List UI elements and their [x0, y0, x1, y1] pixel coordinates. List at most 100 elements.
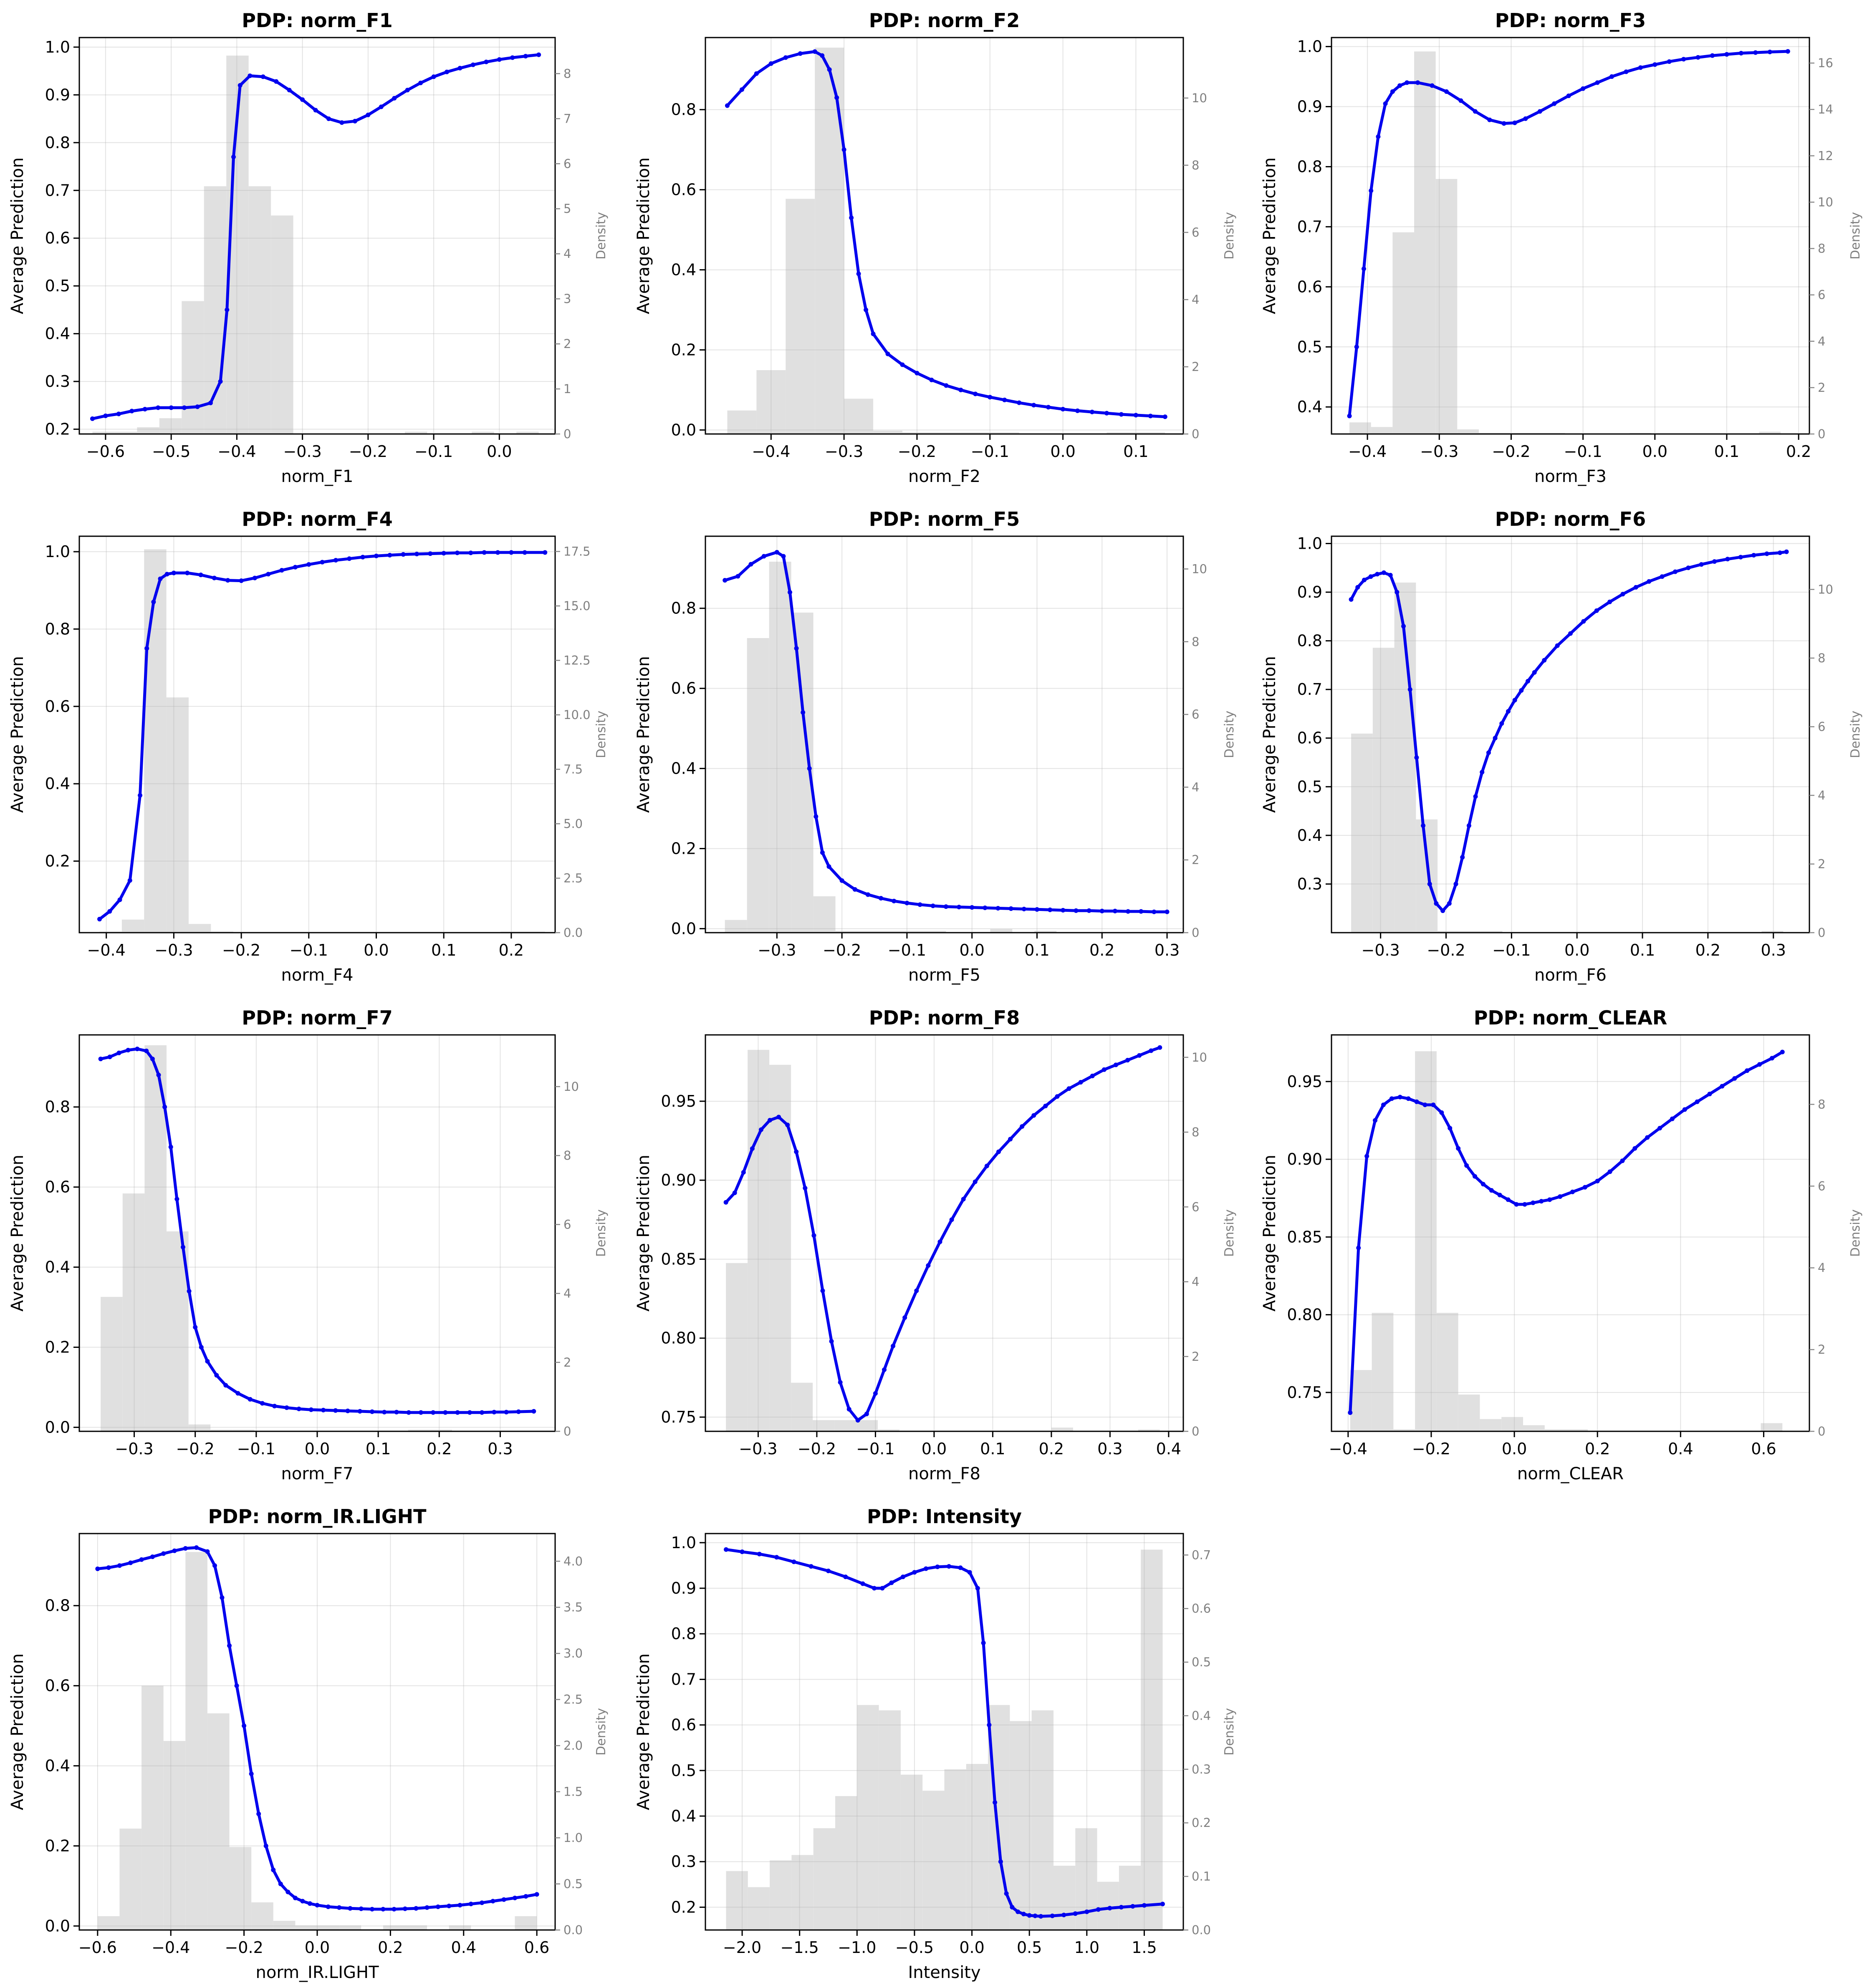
pdp-point [1074, 908, 1079, 913]
pdp-point [260, 1401, 265, 1406]
x-tick-label: −0.2 [898, 442, 936, 461]
pdp-point [1043, 1103, 1048, 1108]
pdp-point [1347, 414, 1352, 419]
pdp-point [285, 1890, 291, 1895]
pdp-point [1162, 414, 1167, 419]
pdp-point [1512, 698, 1517, 703]
x-axis-label: norm_F2 [908, 467, 980, 486]
y-tick-label: 0.8 [45, 620, 70, 638]
pdp-point [900, 362, 905, 367]
pdp-point [1633, 585, 1638, 590]
pdp-point [820, 850, 825, 855]
x-axis-label: norm_F4 [281, 966, 354, 985]
pdp-point [138, 793, 143, 798]
pdp-point [198, 573, 203, 578]
y-tick-label: 0.2 [671, 341, 696, 359]
pdp-point [339, 120, 344, 125]
pdp-point [1464, 1163, 1469, 1168]
y2-tick-label: 0.1 [1192, 1869, 1211, 1884]
pdp-point [348, 1906, 353, 1911]
pdp-point [1645, 1135, 1650, 1140]
density-bar [516, 431, 539, 434]
pdp-point [357, 1409, 362, 1414]
density-bar [207, 1713, 230, 1930]
pdp-point [741, 1170, 746, 1175]
pdp-point [1764, 551, 1769, 556]
density-bar [1349, 422, 1371, 434]
pdp-point [1362, 578, 1367, 583]
density-bar [1392, 232, 1415, 434]
pdp-point [872, 1586, 877, 1591]
y2-tick-label: 2 [1818, 381, 1825, 395]
density-bar [1459, 931, 1481, 933]
pdp-point [321, 1408, 326, 1413]
density-bar [1438, 931, 1459, 933]
pdp-point [811, 1233, 816, 1238]
density-bar [856, 1420, 878, 1431]
pdp-point [1519, 688, 1524, 693]
pdp-point [360, 555, 365, 560]
pdp-point [504, 1410, 509, 1415]
pdp-point [185, 570, 190, 575]
pdp-point [401, 552, 406, 557]
density-bar [248, 186, 271, 434]
pdp-point [912, 1570, 917, 1575]
pdp-point [1130, 1904, 1135, 1909]
y2-tick-label: 2 [563, 1355, 571, 1370]
y2-tick-label: 0 [1192, 1424, 1199, 1438]
density-bar [449, 1925, 471, 1930]
pdp-point [1061, 908, 1066, 913]
pdp-point [1647, 579, 1652, 584]
pdp-point [846, 1407, 851, 1412]
pdp-point [838, 1380, 843, 1385]
pdp-point [1046, 405, 1051, 410]
density-bar [960, 432, 990, 434]
pdp-point [1732, 1076, 1737, 1081]
density-bar [1138, 1429, 1160, 1431]
pdp-point [144, 1048, 149, 1053]
pdp-point [902, 1315, 907, 1320]
panel-title: PDP: norm_F2 [869, 9, 1020, 32]
pdp-point [482, 550, 487, 555]
pdp-point [1027, 1913, 1032, 1918]
pdp-point [1539, 1199, 1544, 1204]
y-axis-label: Average Prediction [8, 157, 27, 314]
y2-tick-label: 0 [1192, 427, 1199, 441]
pdp-line [1348, 50, 1788, 416]
pdp-point [296, 1406, 301, 1411]
y-tick-label: 0.6 [671, 1716, 696, 1734]
pdp-point [1004, 1891, 1009, 1896]
y-tick-label: 0.2 [45, 1837, 70, 1855]
x-tick-label: −2.0 [723, 1938, 761, 1957]
pdp-point [455, 550, 460, 555]
y2-tick-label: 2.5 [563, 1693, 583, 1707]
pdp-point [1514, 1202, 1519, 1207]
pdp-point [1119, 1905, 1124, 1910]
pdp-point [208, 401, 213, 406]
x-tick-label: 0.0 [305, 1440, 330, 1458]
pdp-point [441, 551, 446, 556]
pdp-point [1757, 1062, 1762, 1067]
y2-tick-label: 6 [1818, 1179, 1825, 1193]
y2-tick-label: 10 [1192, 562, 1207, 576]
pdp-panel-11: −2.0 −1.5 −1.0 −0.5 0.0 0.5 1.0 1.5 0.2 0.3 0.4 0.5… [634, 1505, 1237, 1982]
density-bar [166, 697, 189, 933]
y2-axis-label: Density [1848, 711, 1863, 758]
pdp-point [1099, 908, 1104, 913]
pdp-point [1487, 117, 1492, 122]
density-bar [122, 1193, 145, 1431]
pdp-point [1558, 1194, 1563, 1199]
density-bar [204, 186, 227, 434]
density-bar [1097, 1882, 1119, 1930]
pdp-point [235, 1391, 240, 1396]
pdp-point [1522, 1202, 1527, 1207]
pdp-point [723, 1200, 728, 1205]
pdp-point [1532, 670, 1537, 675]
pdp-point [813, 814, 819, 819]
pdp-point [1061, 407, 1066, 412]
density-bar [188, 1424, 211, 1431]
pdp-point [873, 1391, 878, 1396]
pdp-point [95, 1566, 100, 1571]
pdp-point [1738, 50, 1743, 56]
pdp-point [183, 1546, 188, 1551]
